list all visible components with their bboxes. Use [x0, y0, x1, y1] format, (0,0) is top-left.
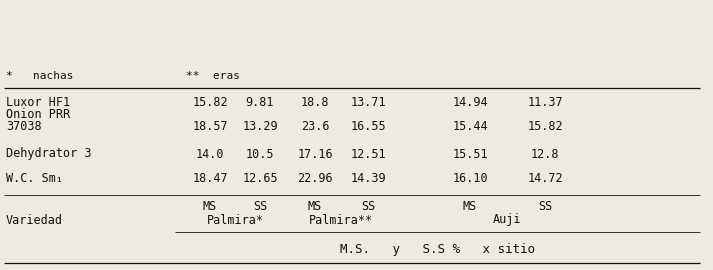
Text: SS: SS — [253, 201, 267, 214]
Text: Dehydrator 3: Dehydrator 3 — [6, 147, 91, 160]
Text: 10.5: 10.5 — [246, 147, 275, 160]
Text: 9.81: 9.81 — [246, 96, 275, 110]
Text: 14.0: 14.0 — [196, 147, 225, 160]
Text: 18.47: 18.47 — [193, 171, 228, 184]
Text: 17.16: 17.16 — [297, 147, 333, 160]
Text: SS: SS — [538, 201, 552, 214]
Text: 12.51: 12.51 — [350, 147, 386, 160]
Text: 14.72: 14.72 — [527, 171, 563, 184]
Text: 18.8: 18.8 — [301, 96, 329, 110]
Text: Auji: Auji — [493, 214, 521, 227]
Text: *   nachas: * nachas — [6, 71, 73, 81]
Text: 13.29: 13.29 — [242, 120, 278, 133]
Text: MS: MS — [308, 201, 322, 214]
Text: 16.55: 16.55 — [350, 120, 386, 133]
Text: **  eras: ** eras — [186, 71, 240, 81]
Text: 13.71: 13.71 — [350, 96, 386, 110]
Text: 12.8: 12.8 — [530, 147, 559, 160]
Text: Palmira**: Palmira** — [309, 214, 373, 227]
Text: MS: MS — [463, 201, 477, 214]
Text: Variedad: Variedad — [6, 214, 63, 227]
Text: 14.39: 14.39 — [350, 171, 386, 184]
Text: MS: MS — [203, 201, 217, 214]
Text: SS: SS — [361, 201, 375, 214]
Text: 12.65: 12.65 — [242, 171, 278, 184]
Text: 14.94: 14.94 — [452, 96, 488, 110]
Text: 15.44: 15.44 — [452, 120, 488, 133]
Text: 22.96: 22.96 — [297, 171, 333, 184]
Text: 15.51: 15.51 — [452, 147, 488, 160]
Text: 37038: 37038 — [6, 120, 41, 133]
Text: 16.10: 16.10 — [452, 171, 488, 184]
Text: 15.82: 15.82 — [193, 96, 228, 110]
Text: Luxor HF1: Luxor HF1 — [6, 96, 70, 110]
Text: Palmira*: Palmira* — [207, 214, 264, 227]
Text: 15.82: 15.82 — [527, 120, 563, 133]
Text: 18.57: 18.57 — [193, 120, 228, 133]
Text: W.C. Sm₁: W.C. Sm₁ — [6, 171, 63, 184]
Text: 23.6: 23.6 — [301, 120, 329, 133]
Text: M.S.   y   S.S %   x sitio: M.S. y S.S % x sitio — [340, 242, 535, 255]
Text: Onion PRR: Onion PRR — [6, 107, 70, 120]
Text: 11.37: 11.37 — [527, 96, 563, 110]
